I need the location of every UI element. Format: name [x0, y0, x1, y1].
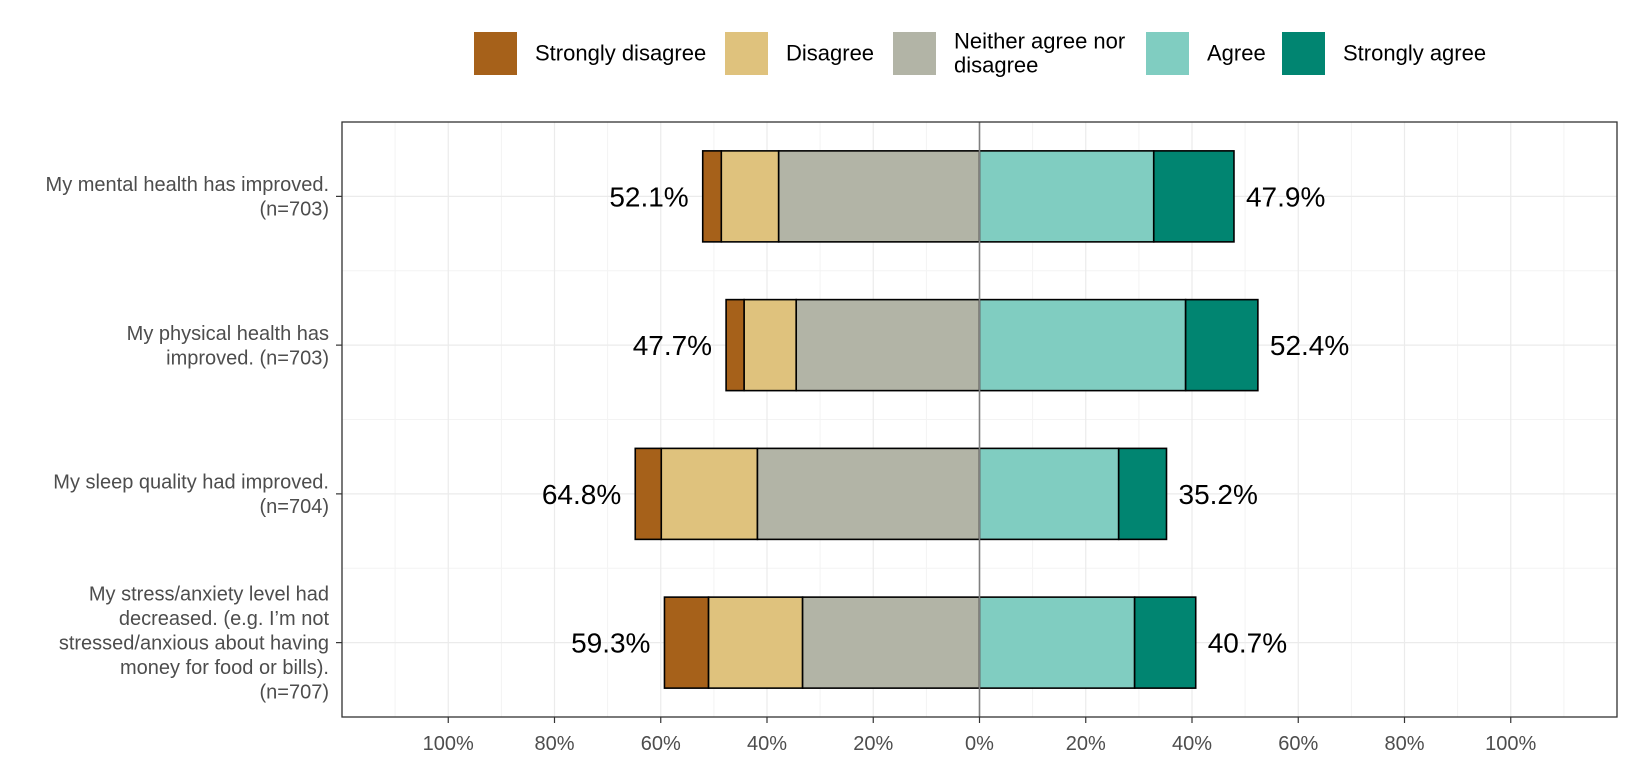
legend: Strongly disagree Disagree Neither agree n…	[474, 29, 1486, 78]
bar-segment	[1184, 298, 1259, 392]
category-label-line: (n=707)	[260, 682, 330, 704]
category-label-line: decreased. (e.g. I’m not	[119, 608, 330, 630]
legend-key	[474, 32, 517, 75]
legend-key	[1282, 32, 1325, 75]
category-label-line: improved. (n=703)	[166, 347, 329, 369]
category-label-line: My sleep quality had improved.	[53, 472, 329, 494]
left-total-label: 47.7%	[633, 330, 712, 361]
x-tick-label: 60%	[1278, 733, 1318, 755]
legend-label: Agree	[1207, 41, 1266, 66]
category-label: My stress/anxiety level had decreased. (e…	[59, 584, 330, 704]
category-label-line: stressed/anxious about having	[59, 633, 329, 655]
right-total-label: 47.9%	[1246, 181, 1325, 212]
legend-label-line: Neither agree nor	[954, 29, 1125, 54]
legend-label-line: Disagree	[786, 41, 874, 66]
legend-label: Neither agree nor disagree	[954, 29, 1125, 78]
legend-label-line: Agree	[1207, 41, 1266, 66]
x-tick-label: 0%	[965, 733, 994, 755]
category-label: My physical health has improved. (n=703)	[127, 323, 329, 370]
category-label-line: (n=704)	[260, 496, 330, 518]
right-total-label: 35.2%	[1179, 479, 1258, 510]
bar-segment	[1117, 447, 1168, 541]
bar-segment	[701, 150, 723, 243]
x-tick-label: 80%	[534, 733, 574, 755]
right-total-label: 40.7%	[1208, 628, 1287, 659]
x-tick-label: 40%	[1172, 733, 1212, 755]
legend-key	[893, 32, 936, 75]
x-tick-label: 40%	[747, 733, 787, 755]
category-label: My mental health has improved. (n=703)	[46, 174, 329, 221]
legend-label: Strongly agree	[1343, 41, 1486, 66]
right-total-label: 52.4%	[1270, 330, 1349, 361]
legend-label-line: disagree	[954, 53, 1038, 78]
bar-segment	[707, 596, 804, 689]
category-label-line: (n=703)	[260, 199, 330, 221]
x-tick-label: 20%	[853, 733, 893, 755]
x-tick-label: 20%	[1066, 733, 1106, 755]
bar-segment	[978, 298, 1187, 392]
left-total-label: 59.3%	[571, 628, 650, 659]
bar-segment	[978, 596, 1136, 689]
bar-segment	[743, 298, 798, 392]
bar-segment	[978, 150, 1155, 243]
bar-segment	[663, 596, 710, 689]
bar-segment	[720, 150, 780, 243]
bar-segment	[660, 447, 759, 541]
legend-label-line: Strongly agree	[1343, 41, 1486, 66]
bar-segment	[795, 298, 981, 392]
left-total-label: 52.1%	[609, 181, 688, 212]
legend-label: Strongly disagree	[535, 41, 706, 66]
bar-segment	[777, 150, 981, 243]
category-label-line: My stress/anxiety level had	[89, 584, 329, 606]
bar-segment	[756, 447, 981, 541]
x-tick-label: 100%	[1485, 733, 1536, 755]
bar-segment	[1152, 150, 1235, 243]
legend-label-line: Strongly disagree	[535, 41, 706, 66]
plot-area: 52.1% 47.9% My mental health has improved.…	[46, 121, 1618, 755]
bar-segment	[801, 596, 981, 689]
legend-key	[1146, 32, 1189, 75]
category-label-line: My mental health has improved.	[46, 174, 329, 196]
x-tick-label: 60%	[641, 733, 681, 755]
bar-segment	[1133, 596, 1197, 689]
left-total-label: 64.8%	[542, 479, 621, 510]
category-label-line: My physical health has	[127, 323, 329, 345]
x-tick-label: 80%	[1384, 733, 1424, 755]
bar-segment	[978, 447, 1120, 541]
bar-segment	[725, 298, 745, 392]
bar-segment	[634, 447, 663, 541]
category-label-line: money for food or bills).	[120, 657, 329, 679]
legend-key	[725, 32, 768, 75]
x-tick-label: 100%	[423, 733, 474, 755]
legend-label: Disagree	[786, 41, 874, 66]
category-label: My sleep quality had improved. (n=704)	[53, 472, 329, 519]
